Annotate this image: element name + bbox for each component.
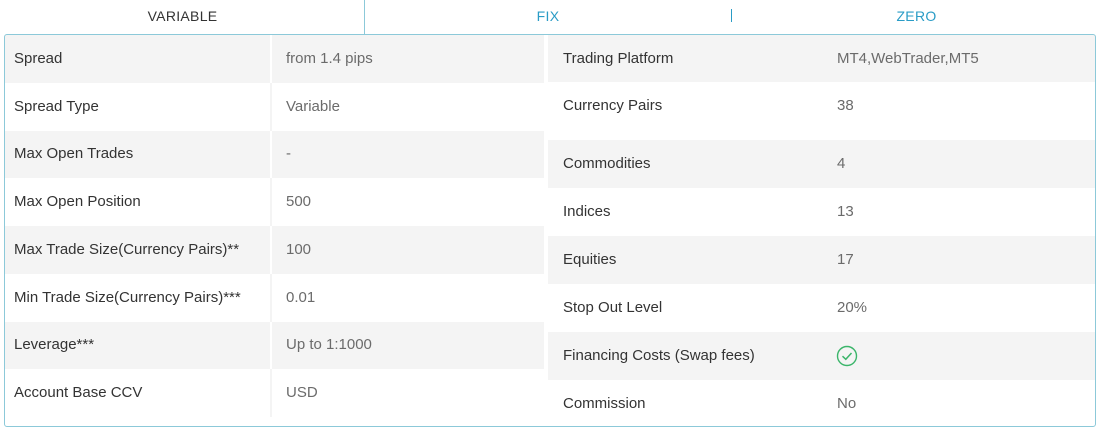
- row-label: Max Trade Size(Currency Pairs)**: [14, 240, 240, 258]
- table-row: [548, 82, 1095, 140]
- column-divider: [270, 273, 272, 322]
- row-label: Spread Type: [14, 97, 99, 115]
- row-value: 4: [837, 155, 846, 172]
- column-divider: [270, 226, 272, 274]
- panel-border: [4, 34, 1096, 427]
- tab[interactable]: ZERO: [896, 8, 937, 24]
- row-label: Financing Costs (Swap fees): [563, 347, 755, 364]
- row-value: Variable: [286, 97, 340, 115]
- table-row: [548, 284, 1095, 332]
- tab[interactable]: FIX: [536, 8, 560, 24]
- tab[interactable]: VARIABLE: [147, 8, 218, 24]
- row-label: Stop Out Level: [563, 299, 663, 316]
- tab-divider: [731, 9, 732, 22]
- row-value: 13: [837, 203, 854, 220]
- row-label: Account Base CCV: [14, 384, 143, 402]
- row-value: 500: [286, 193, 312, 211]
- row-value: MT4,WebTrader,MT5: [837, 49, 979, 67]
- row-value: 0.01: [286, 288, 316, 306]
- table-row: [5, 35, 544, 83]
- row-value: 17: [837, 251, 854, 268]
- column-divider: [270, 369, 272, 417]
- row-value: No: [837, 394, 857, 412]
- row-label: Indices: [563, 203, 611, 220]
- column-divider: [270, 321, 272, 370]
- column-divider: [270, 178, 272, 226]
- row-value: 20%: [837, 299, 868, 316]
- column-divider: [270, 35, 272, 83]
- table-row: [548, 140, 1095, 188]
- table-row: [5, 226, 544, 274]
- row-label: Max Open Trades: [14, 145, 134, 163]
- row-value: -: [286, 145, 291, 163]
- table-row: [548, 188, 1095, 236]
- tab-divider: [364, 0, 365, 34]
- row-value: from 1.4 pips: [286, 49, 373, 67]
- table-row: [5, 178, 544, 226]
- table-row: [5, 82, 544, 131]
- column-divider: [270, 82, 272, 131]
- row-label: Commission: [563, 394, 646, 412]
- row-value: Up to 1:1000: [286, 336, 372, 354]
- table-row: [548, 236, 1095, 284]
- row-label: Min Trade Size(Currency Pairs)***: [14, 288, 241, 306]
- row-label: Currency Pairs: [563, 97, 663, 114]
- table-row: [5, 321, 544, 370]
- row-label: Commodities: [563, 155, 651, 172]
- table-row: [548, 35, 1095, 82]
- table-row: [548, 332, 1095, 380]
- table-row: [548, 380, 1095, 427]
- row-label: Equities: [563, 251, 617, 268]
- row-label: Max Open Position: [14, 193, 141, 211]
- row-value: USD: [286, 384, 318, 402]
- row-value: 38: [837, 97, 854, 114]
- table-row: [5, 369, 544, 417]
- table-row: [5, 273, 544, 322]
- column-divider: [270, 130, 272, 179]
- table-row: [5, 130, 544, 179]
- check-icon: [836, 345, 858, 367]
- row-label: Trading Platform: [563, 49, 674, 67]
- row-label: Spread: [14, 49, 63, 67]
- row-value: 100: [286, 240, 312, 258]
- row-label: Leverage***: [14, 336, 95, 354]
